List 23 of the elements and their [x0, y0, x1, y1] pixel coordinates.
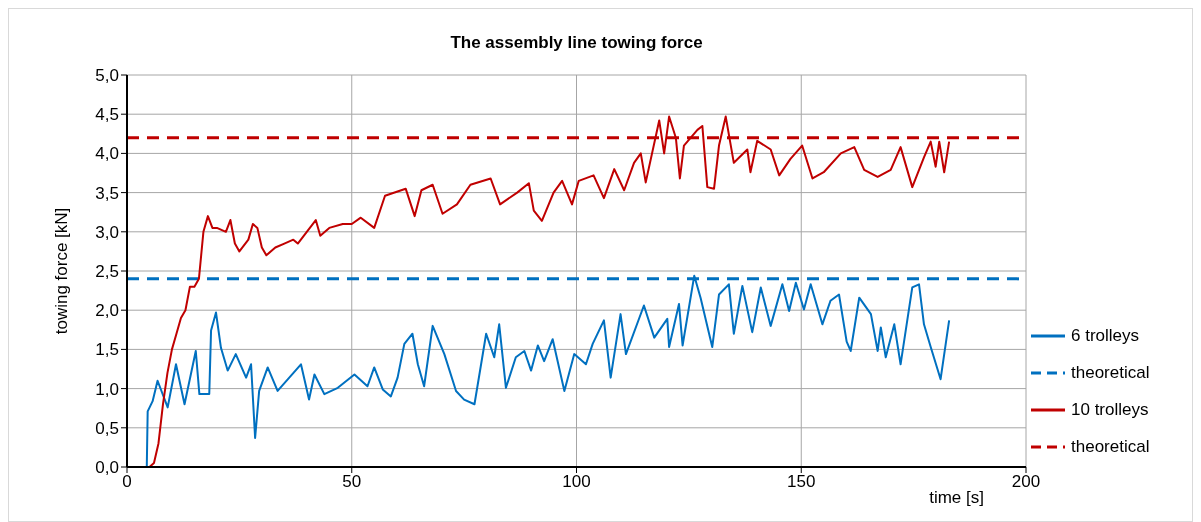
chart-title: The assembly line towing force [449, 33, 704, 53]
legend-label: theoretical [1071, 362, 1150, 383]
x-tick-label: 150 [787, 472, 816, 492]
y-tick-label: 5,0 [95, 66, 119, 86]
legend-label: theoretical [1071, 436, 1150, 457]
y-tick-label: 4,0 [95, 144, 119, 164]
y-tick-label: 2,0 [95, 301, 119, 321]
x-tick-label: 0 [122, 472, 132, 492]
x-axis-title: time [s] [929, 488, 984, 507]
y-tick-label: 2,5 [95, 262, 119, 282]
legend-label: 6 trolleys [1071, 325, 1140, 346]
y-tick-label: 1,5 [95, 340, 119, 360]
y-tick-label: 4,5 [95, 105, 119, 125]
x-tick-label: 100 [562, 472, 591, 492]
y-tick-label: 0,0 [95, 458, 119, 478]
legend-label: 10 trolleys [1071, 399, 1149, 420]
y-tick-label: 1,0 [95, 379, 119, 399]
y-axis-title: towing force [kN] [52, 207, 72, 335]
y-tick-label: 3,0 [95, 222, 119, 242]
y-tick-label: 0,5 [95, 418, 119, 438]
y-tick-label: 3,5 [95, 183, 119, 203]
x-tick-label: 50 [342, 472, 362, 492]
x-tick-label: 200 [1011, 472, 1041, 492]
